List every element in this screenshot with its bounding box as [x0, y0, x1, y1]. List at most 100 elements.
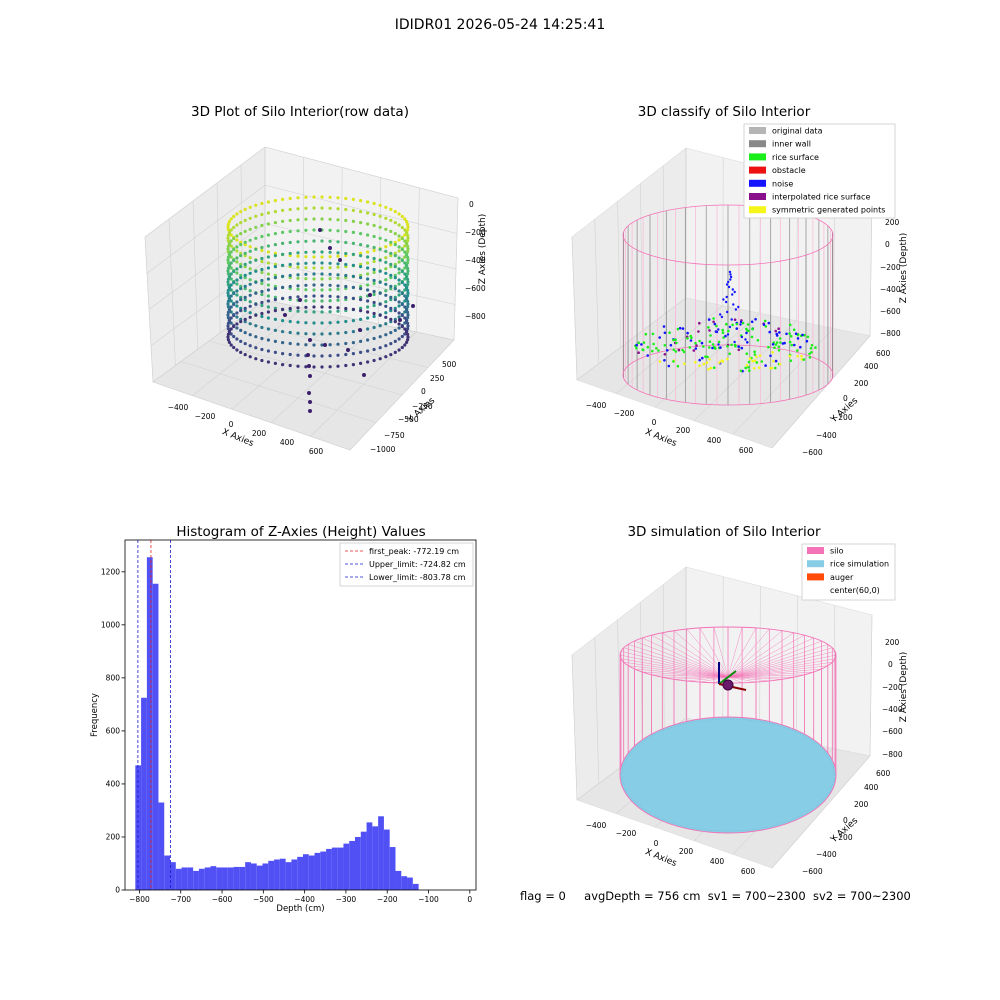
raw-data-point [384, 216, 388, 220]
classified-point [674, 338, 677, 342]
raw-data-point [229, 316, 233, 320]
histogram-bar [222, 867, 228, 890]
raw-data-point [397, 245, 401, 249]
classified-point [667, 364, 671, 368]
raw-data-point [260, 223, 264, 228]
raw-data-point [235, 238, 239, 242]
raw-data-point [320, 255, 324, 259]
classified-point [715, 324, 718, 328]
sv1-text: sv1 = 700~2300 [707, 889, 806, 903]
x-tick-label: 0 [654, 839, 659, 848]
raw-data-point [248, 278, 252, 282]
raw-data-point [281, 341, 285, 345]
raw-data-point [406, 338, 410, 342]
grid-line [180, 361, 377, 423]
raw-data-point [328, 239, 332, 243]
raw-data-point [403, 277, 407, 281]
raw-data-point [400, 247, 404, 252]
raw-data-point [320, 266, 324, 270]
sv2-text: sv2 = 700~2300 [812, 889, 911, 903]
y-tick-label: 1000 [101, 621, 120, 630]
raw-data-point [235, 348, 239, 352]
raw-data-point [372, 325, 376, 330]
classified-point [646, 354, 649, 357]
y-axis-label: Frequency [90, 693, 100, 737]
raw-data-point [273, 328, 277, 332]
classified-point [739, 320, 743, 324]
x-tick-label: −700 [170, 895, 191, 904]
raw-data-point [235, 234, 239, 238]
raw-data-point [235, 212, 239, 216]
raw-data-point [389, 317, 393, 321]
classified-point [727, 285, 731, 289]
raw-data-point [304, 283, 308, 287]
raw-data-point [372, 267, 376, 272]
raw-data-point [393, 265, 397, 269]
histogram-bar [227, 867, 234, 890]
raw-data-point [406, 316, 410, 320]
raw-data-point [254, 335, 258, 339]
raw-data-point [266, 250, 270, 254]
raw-data-point [393, 240, 397, 244]
raw-data-point [336, 229, 340, 233]
raw-data-point [336, 240, 340, 244]
raw-data-point [406, 255, 410, 259]
raw-data-point [336, 342, 340, 346]
raw-data-point [312, 354, 316, 358]
raw-data-point [232, 302, 236, 307]
raw-data-point [288, 218, 292, 223]
classified-point [755, 355, 758, 359]
classified-point [753, 353, 757, 356]
histogram-bar [331, 847, 338, 890]
raw-data-point [397, 315, 401, 319]
classified-point [642, 341, 646, 344]
raw-data-point [411, 304, 415, 308]
grid-line [832, 605, 836, 749]
silo-roof-line [634, 640, 729, 678]
raw-data-point [266, 261, 270, 265]
raw-data-point [254, 357, 258, 361]
raw-data-point [227, 264, 231, 268]
raw-data-point [351, 197, 355, 201]
raw-data-point [266, 255, 270, 259]
classified-point [808, 356, 812, 359]
raw-data-point [403, 228, 407, 232]
classified-point [753, 350, 756, 354]
legend-label: rice surface [772, 153, 819, 162]
classified-point [788, 354, 792, 358]
panel2-title: 3D classify of Silo Interior [638, 104, 811, 120]
raw-data-point [405, 253, 409, 257]
raw-data-point [389, 353, 393, 357]
raw-data-point [344, 284, 348, 289]
raw-data-point [384, 245, 388, 249]
classified-point [698, 321, 701, 325]
raw-data-point [226, 291, 230, 295]
raw-data-point [296, 287, 300, 291]
raw-data-point [359, 273, 363, 277]
classified-point [707, 326, 710, 329]
raw-data-point [384, 289, 388, 293]
raw-data-point [260, 248, 264, 253]
classified-point [698, 364, 701, 368]
raw-data-point [328, 310, 332, 314]
raw-data-point [248, 293, 252, 297]
raw-data-point [372, 201, 376, 206]
raw-data-point [344, 363, 348, 368]
raw-data-point [393, 243, 397, 247]
raw-data-point [320, 332, 324, 336]
raw-data-point [239, 298, 243, 302]
raw-data-point [336, 276, 340, 280]
raw-data-point [406, 277, 410, 281]
raw-data-point [393, 295, 397, 299]
classified-point [745, 363, 749, 367]
raw-data-point [229, 255, 233, 259]
raw-data-point [254, 346, 258, 350]
x-tick-label: 0 [652, 418, 657, 427]
raw-data-point [403, 316, 407, 320]
raw-data-point [248, 238, 252, 242]
raw-data-point [243, 276, 247, 280]
raw-data-point [304, 255, 308, 259]
raw-data-point [226, 327, 230, 331]
raw-data-point [307, 364, 311, 368]
raw-data-point [384, 333, 388, 337]
